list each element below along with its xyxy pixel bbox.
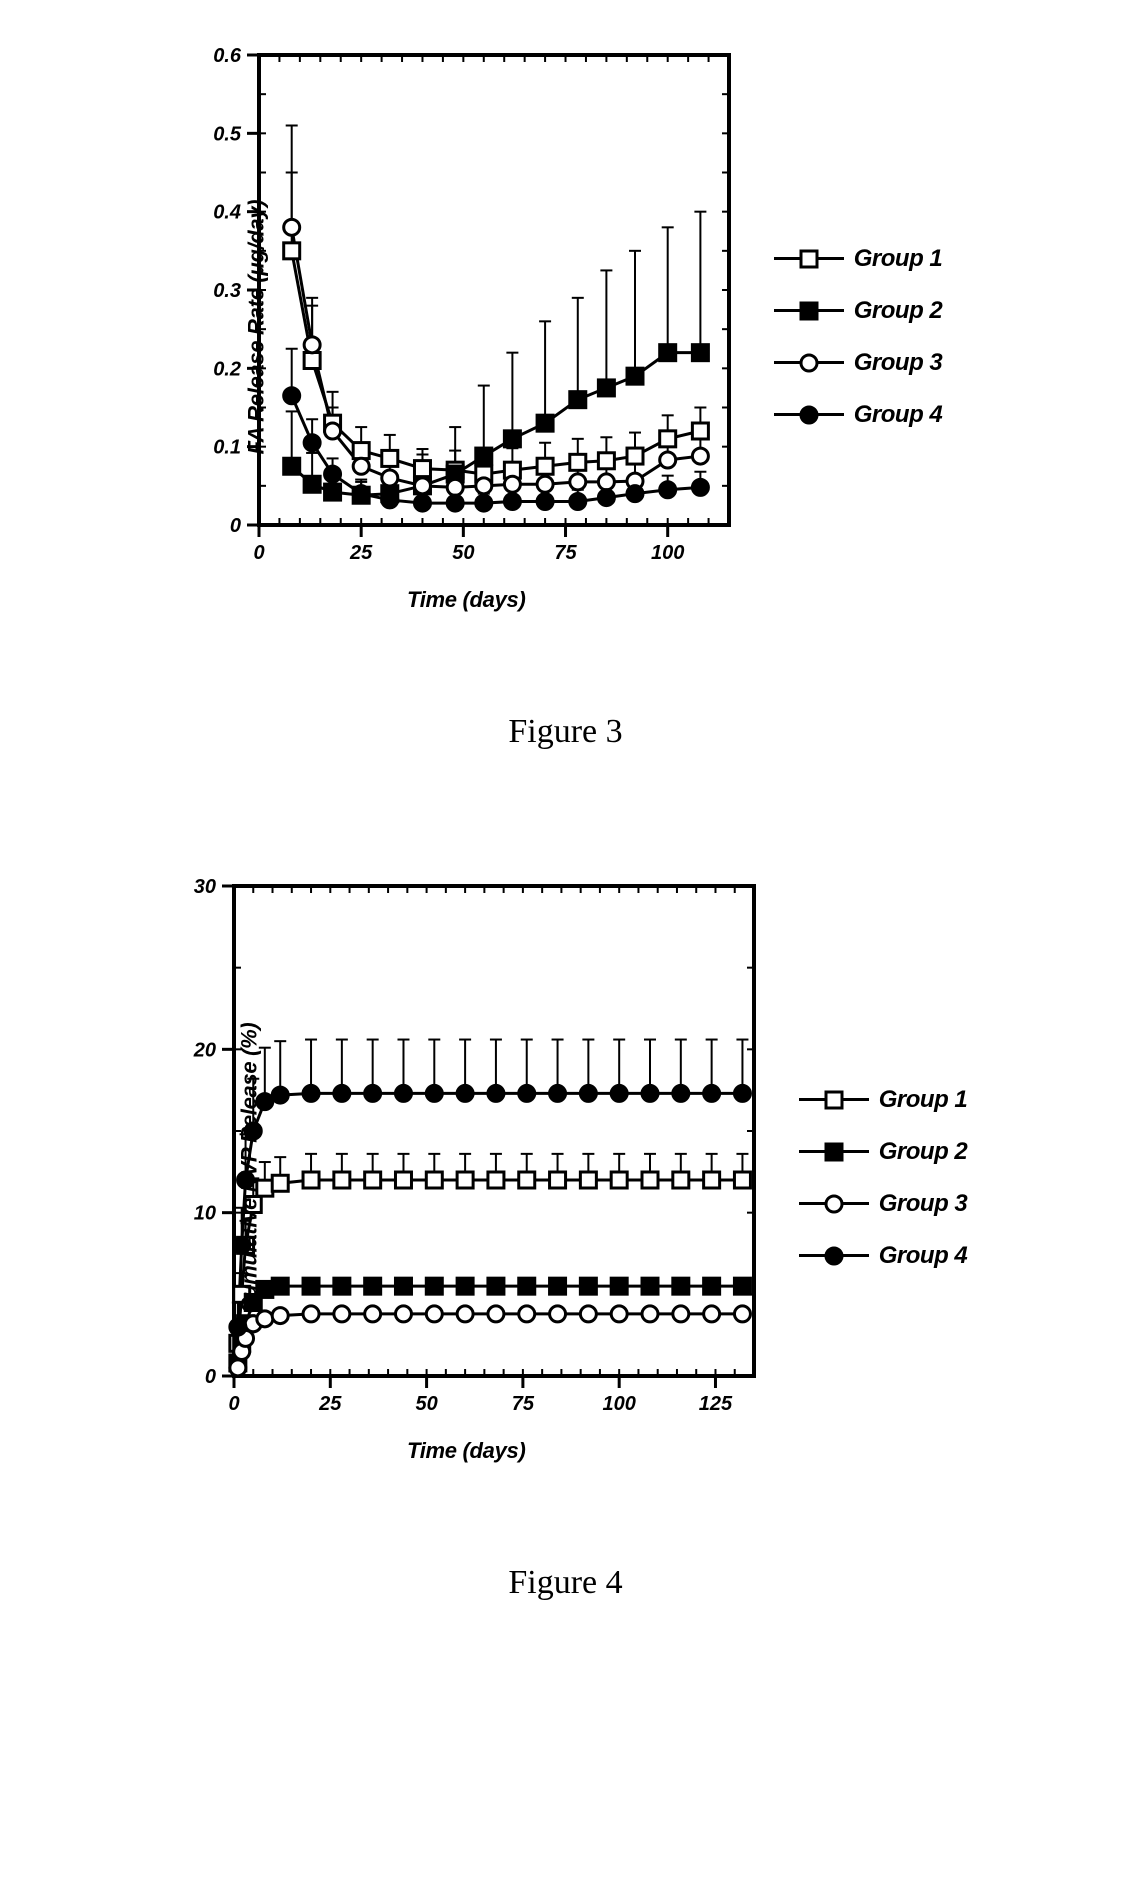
svg-text:0.4: 0.4 <box>213 202 241 224</box>
figure-3-legend: Group 1 Group 2 Group 3 Group 4 <box>774 245 943 429</box>
legend-line <box>799 1254 869 1257</box>
figure-3-caption: Figure 3 <box>66 713 1066 751</box>
legend-entry: Group 1 <box>774 245 943 273</box>
legend-marker-icon <box>823 1245 845 1267</box>
legend-marker-icon <box>798 300 820 322</box>
legend-entry: Group 3 <box>799 1190 968 1218</box>
figure-4-ylabel: Cumulative NVP Release (%) <box>236 1022 262 1313</box>
legend-marker-icon <box>798 404 820 426</box>
legend-marker-icon <box>823 1193 845 1215</box>
legend-marker-icon <box>823 1141 845 1163</box>
svg-text:0.1: 0.1 <box>213 437 241 459</box>
legend-label: Group 3 <box>879 1190 968 1218</box>
legend-label: Group 4 <box>854 401 943 429</box>
svg-text:10: 10 <box>193 1203 215 1225</box>
svg-text:30: 30 <box>193 876 215 898</box>
figure-4-legend: Group 1 Group 2 Group 3 Group 4 <box>799 1086 968 1270</box>
legend-marker-icon <box>798 352 820 374</box>
svg-text:75: 75 <box>554 542 577 564</box>
svg-text:0.2: 0.2 <box>213 358 241 380</box>
figure-3: FA Release Rate (μg/day) 025507510000.10… <box>66 40 1066 751</box>
svg-text:20: 20 <box>192 1039 215 1061</box>
figure-3-svg: 0 25 50 75 100 0 0.1 0.2 0.3 0.4 0.5 0.6 <box>189 40 744 575</box>
svg-text:0.5: 0.5 <box>213 123 242 145</box>
svg-text:0: 0 <box>230 515 241 537</box>
figure-4-xlabel: Time (days) <box>164 1438 769 1464</box>
legend-entry: Group 2 <box>774 297 943 325</box>
svg-text:0.6: 0.6 <box>213 45 242 67</box>
legend-entry: Group 2 <box>799 1138 968 1166</box>
figure-4-chart-area: Cumulative NVP Release (%) 0255075100125… <box>164 871 769 1464</box>
legend-label: Group 1 <box>879 1086 968 1114</box>
svg-text:50: 50 <box>452 542 474 564</box>
svg-text:125: 125 <box>699 1393 733 1415</box>
legend-entry: Group 3 <box>774 349 943 377</box>
legend-entry: Group 4 <box>774 401 943 429</box>
figure-4: Cumulative NVP Release (%) 0255075100125… <box>66 871 1066 1602</box>
legend-marker-icon <box>798 248 820 270</box>
legend-label: Group 2 <box>879 1138 968 1166</box>
legend-line <box>799 1202 869 1205</box>
legend-line <box>799 1150 869 1153</box>
svg-text:50: 50 <box>415 1393 437 1415</box>
legend-line <box>774 309 844 312</box>
figure-4-caption: Figure 4 <box>66 1564 1066 1602</box>
legend-label: Group 3 <box>854 349 943 377</box>
legend-label: Group 4 <box>879 1242 968 1270</box>
legend-line <box>774 257 844 260</box>
figure-3-row: FA Release Rate (μg/day) 025507510000.10… <box>66 40 1066 613</box>
legend-entry: Group 1 <box>799 1086 968 1114</box>
legend-label: Group 2 <box>854 297 943 325</box>
svg-text:100: 100 <box>651 542 684 564</box>
legend-label: Group 1 <box>854 245 943 273</box>
svg-text:0.3: 0.3 <box>213 280 241 302</box>
svg-text:0: 0 <box>205 1366 216 1388</box>
figure-3-chart-area: FA Release Rate (μg/day) 025507510000.10… <box>189 40 744 613</box>
svg-text:25: 25 <box>349 542 373 564</box>
legend-line <box>799 1098 869 1101</box>
svg-text:0: 0 <box>253 542 264 564</box>
figure-4-row: Cumulative NVP Release (%) 0255075100125… <box>66 871 1066 1464</box>
legend-line <box>774 361 844 364</box>
legend-entry: Group 4 <box>799 1242 968 1270</box>
svg-text:100: 100 <box>602 1393 635 1415</box>
svg-text:75: 75 <box>511 1393 534 1415</box>
legend-line <box>774 413 844 416</box>
figure-3-xlabel: Time (days) <box>189 587 744 613</box>
figure-3-ylabel: FA Release Rate (μg/day) <box>243 199 269 454</box>
svg-text:25: 25 <box>318 1393 342 1415</box>
svg-text:0: 0 <box>228 1393 239 1415</box>
legend-marker-icon <box>823 1089 845 1111</box>
